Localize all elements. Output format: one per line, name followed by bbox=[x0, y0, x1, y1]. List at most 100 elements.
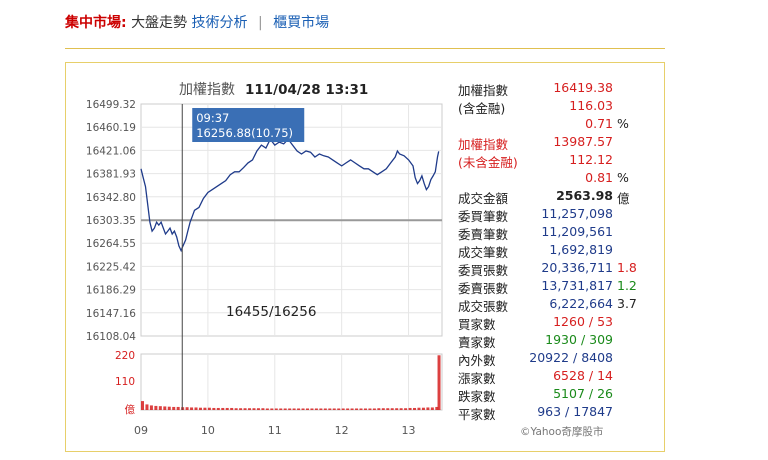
divider bbox=[65, 48, 665, 49]
volume-bar bbox=[386, 408, 390, 410]
stat-ratio: 3.7 bbox=[617, 296, 637, 311]
volume-bar bbox=[239, 408, 243, 410]
volume-bar bbox=[279, 408, 283, 410]
stat-row: 內外數 20922 / 8408 bbox=[458, 350, 613, 368]
stat-row: 委賣筆數 11,209,561 bbox=[458, 224, 613, 242]
volume-bar bbox=[314, 408, 318, 410]
stat-label: 委買筆數 bbox=[458, 209, 509, 224]
stat-value: 116.03 bbox=[569, 98, 613, 113]
stat-row: 買家數 1260 / 53 bbox=[458, 314, 613, 332]
volume-bar bbox=[372, 408, 376, 410]
stat-suffix: 億 bbox=[617, 191, 630, 206]
volume-bar bbox=[207, 407, 211, 410]
volume-bar bbox=[350, 408, 354, 410]
stat-value: 11,257,098 bbox=[541, 206, 613, 221]
y-tick-label: 16264.55 bbox=[86, 238, 136, 250]
volume-bar bbox=[341, 408, 345, 410]
volume-bar bbox=[141, 401, 144, 410]
stat-row: (含金融) 116.03 bbox=[458, 98, 613, 116]
volume-bar bbox=[328, 408, 332, 410]
market-label: 集中市場: bbox=[65, 15, 127, 31]
stat-label: 加權指數 bbox=[458, 83, 509, 98]
index-series-line bbox=[140, 137, 440, 253]
tooltip-value: 16256.88(10.75) bbox=[196, 126, 293, 140]
nav-intraday[interactable]: 大盤走勢 bbox=[131, 15, 188, 31]
y-tick-label: 16147.16 bbox=[86, 308, 136, 320]
volume-bar bbox=[167, 406, 171, 410]
stat-value: 13987.57 bbox=[553, 134, 613, 149]
volume-bar bbox=[288, 408, 292, 410]
stat-suffix: % bbox=[617, 116, 629, 131]
grid bbox=[140, 103, 443, 411]
volume-bar bbox=[337, 408, 341, 410]
volume-bar bbox=[421, 407, 425, 410]
volume-frame bbox=[140, 353, 443, 411]
stat-label: 成交張數 bbox=[458, 299, 509, 314]
volume-bar bbox=[381, 408, 385, 410]
volume-bar bbox=[292, 408, 296, 410]
stat-row: 加權指數 13987.57 bbox=[458, 134, 613, 152]
volume-bar bbox=[270, 408, 274, 410]
volume-bar bbox=[297, 408, 301, 410]
stat-value: 6528 / 14 bbox=[553, 368, 613, 383]
tooltip-time: 09:37 bbox=[196, 111, 229, 125]
volume-bar bbox=[172, 406, 176, 410]
volume-bar bbox=[252, 408, 256, 410]
y-tick-label: 16225.42 bbox=[86, 261, 136, 273]
tooltip-box bbox=[192, 108, 305, 142]
volume-bar bbox=[319, 408, 323, 410]
stat-label: 漲家數 bbox=[458, 371, 496, 386]
annotation-high-low: 16455/16256 bbox=[226, 304, 316, 320]
stat-row: 成交張數 6,222,664 3.7 bbox=[458, 296, 637, 314]
volume-tick-label: 220 bbox=[115, 350, 135, 362]
volume-bar bbox=[301, 408, 305, 410]
volume-bar bbox=[261, 408, 265, 410]
volume-bar bbox=[346, 408, 350, 410]
volume-tick-label: 110 bbox=[115, 376, 135, 388]
volume-bar bbox=[283, 408, 287, 410]
nav-otc-market[interactable]: 櫃買市場 bbox=[273, 15, 330, 31]
volume-bar bbox=[395, 408, 399, 410]
stat-row: 委賣張數 13,731,817 1.2 bbox=[458, 278, 637, 296]
stat-value: 1,692,819 bbox=[549, 242, 613, 257]
volume-bar bbox=[158, 406, 162, 410]
volume-bar bbox=[154, 405, 158, 410]
stat-label: (含金融) bbox=[458, 101, 506, 116]
volume-bar bbox=[265, 408, 269, 410]
stat-value: 20,336,711 bbox=[541, 260, 613, 275]
volume-bar bbox=[413, 407, 417, 410]
stat-label: 內外數 bbox=[458, 353, 496, 368]
stat-row: 漲家數 6528 / 14 bbox=[458, 368, 613, 386]
stat-ratio: 1.8 bbox=[617, 260, 637, 275]
stat-label: 成交筆數 bbox=[458, 245, 509, 260]
volume-bar bbox=[368, 408, 372, 410]
stat-value: 13,731,817 bbox=[541, 278, 613, 293]
stat-row: 委買張數 20,336,711 1.8 bbox=[458, 260, 637, 278]
nav-technical-analysis[interactable]: 技術分析 bbox=[191, 15, 248, 31]
volume-bar bbox=[310, 408, 314, 410]
stat-value: 1260 / 53 bbox=[553, 314, 613, 329]
volume-bar bbox=[230, 407, 234, 410]
volume-bar bbox=[390, 408, 394, 410]
chart-title: 加權指數 bbox=[179, 82, 235, 98]
x-tick-label: 11 bbox=[268, 424, 282, 437]
volume-bar bbox=[212, 407, 216, 410]
footer-credit: ©Yahoo奇摩股市 bbox=[520, 425, 603, 438]
volume-bar bbox=[426, 407, 430, 410]
stat-value: 5107 / 26 bbox=[553, 386, 613, 401]
volume-bar bbox=[274, 408, 278, 410]
volume-bars bbox=[141, 355, 441, 410]
stat-value: 6,222,664 bbox=[549, 296, 613, 311]
stat-value: 0.71 bbox=[585, 116, 613, 131]
volume-bar bbox=[149, 405, 153, 410]
stat-row: 委買筆數 11,257,098 bbox=[458, 206, 613, 224]
stat-row: 成交金額 2563.98 億 bbox=[458, 188, 630, 206]
volume-bar bbox=[185, 407, 189, 410]
stat-label: (未含金融) bbox=[458, 155, 518, 170]
volume-bar bbox=[203, 407, 207, 410]
stat-ratio: 1.2 bbox=[617, 278, 637, 293]
volume-bar bbox=[430, 407, 434, 410]
volume-bar bbox=[243, 408, 247, 410]
chart-panel bbox=[65, 62, 665, 452]
